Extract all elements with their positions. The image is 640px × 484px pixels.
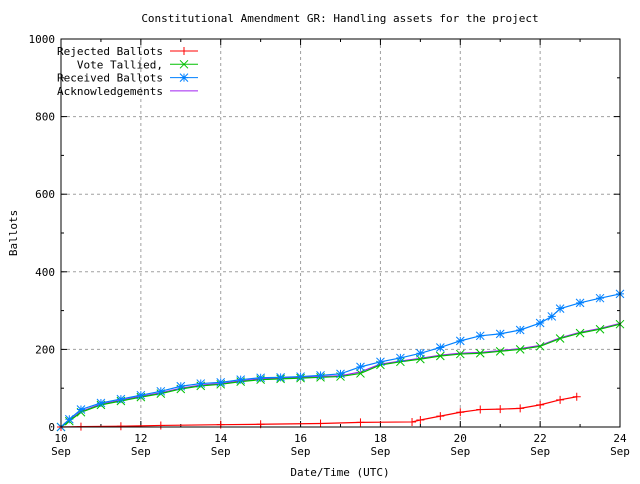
data-point [495,329,505,339]
series-line [60,293,621,428]
y-tick-label: 800 [35,111,55,124]
data-point [556,395,565,404]
data-point [356,369,365,378]
x-tick-month: Sep [370,445,390,458]
x-tick-month: Sep [51,445,71,458]
data-point [547,312,557,321]
x-tick-day: 22 [534,432,547,445]
data-point [156,386,166,396]
data-point [316,419,325,428]
y-tick-label: 600 [35,188,55,201]
x-tick-day: 14 [214,432,228,445]
data-point [356,362,365,372]
x-tick-month: Sep [211,445,231,458]
legend-label: Rejected Ballots [57,45,163,58]
data-point [455,349,465,359]
y-tick-label: 0 [48,421,55,434]
data-point [496,405,505,414]
y-axis-label: Ballots [7,210,20,256]
x-tick-month: Sep [530,445,550,458]
data-point [76,405,86,414]
grid [61,39,620,427]
plot-area [56,289,625,432]
data-point [555,304,565,314]
data-point [408,417,417,426]
data-point [455,336,465,346]
data-point [595,324,605,334]
x-tick-day: 10 [54,432,67,445]
data-point [396,353,405,363]
data-point [595,293,605,303]
series-received-ballots [56,289,625,432]
data-point [236,375,246,385]
data-point [316,371,325,380]
data-point [256,373,265,383]
data-point [456,408,465,417]
data-point [176,381,186,391]
data-point [179,59,189,69]
x-tick-day: 24 [613,432,627,445]
data-point [216,378,226,387]
data-point [376,357,385,367]
data-point [196,379,206,388]
data-point [475,331,485,341]
x-tick-month: Sep [610,445,630,458]
x-tick-month: Sep [450,445,470,458]
data-point [276,372,285,382]
x-tick-day: 12 [134,432,147,445]
data-point [555,334,565,343]
x-axis-label: Date/Time (UTC) [290,466,389,479]
data-point [180,47,188,55]
data-point [436,412,445,421]
legend-label: Received Ballots [57,72,163,85]
series-line [60,396,577,428]
series-line [60,322,621,428]
y-tick-label: 1000 [29,33,56,46]
x-tick-day: 20 [454,432,467,445]
series-acknowledgements [60,322,621,428]
data-point [435,351,445,361]
ticks: 0200400600800100010Sep12Sep14Sep16Sep18S… [29,33,630,458]
data-point [179,73,189,82]
data-point [572,392,581,401]
data-point [515,345,525,354]
data-point [516,404,525,413]
data-point [535,318,545,328]
legend-label: Vote Tallied, [77,58,163,71]
data-point [116,394,126,404]
x-tick-month: Sep [131,445,151,458]
data-point [296,372,305,381]
data-point [475,348,485,358]
y-tick-label: 200 [35,343,55,356]
x-tick-day: 18 [374,432,387,445]
data-point [535,341,545,351]
series-rejected-ballots [57,392,581,431]
data-point [435,343,445,352]
x-tick-month: Sep [291,445,311,458]
legend-label: Acknowledgements [57,85,163,98]
y-tick-label: 400 [35,266,55,279]
data-point [116,422,125,431]
x-tick-day: 16 [294,432,307,445]
data-point [515,325,525,335]
data-point [575,328,585,338]
series-line [60,323,621,428]
data-point [336,369,345,379]
data-point [575,298,585,308]
plot-border [60,38,621,428]
data-point [136,390,146,400]
data-point [536,400,545,409]
data-point [416,348,425,358]
data-point [64,414,74,424]
data-point [476,405,485,414]
data-point [96,398,106,408]
data-point [416,416,425,425]
chart-title: Constitutional Amendment GR: Handling as… [141,12,538,25]
data-point [156,421,165,430]
data-point [356,418,365,427]
data-point [495,346,505,356]
